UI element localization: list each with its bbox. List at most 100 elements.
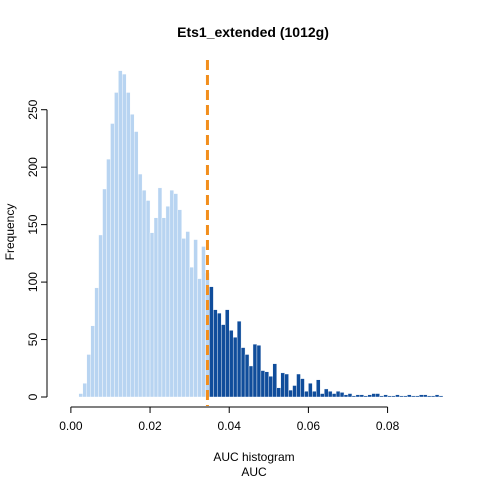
histogram-bar <box>225 309 230 398</box>
histogram-bar <box>201 246 206 398</box>
histogram-bar <box>98 234 103 398</box>
histogram-bar <box>157 187 163 398</box>
histogram-bar <box>145 200 151 398</box>
y-axis: 0 50 100 150 200 250 <box>26 99 48 400</box>
histogram-bar <box>82 383 87 398</box>
histogram-bar <box>189 266 194 398</box>
histogram-bar <box>213 309 218 398</box>
histogram-bar <box>371 393 376 398</box>
x-tick-label: 0.08 <box>376 419 400 433</box>
histogram-bar <box>102 188 107 398</box>
histogram-bar <box>106 158 111 398</box>
histogram-bar <box>391 395 396 398</box>
histogram-bar <box>264 371 270 398</box>
histogram-bar <box>331 393 337 398</box>
histogram-bar <box>248 365 254 398</box>
histogram-bar <box>244 354 250 398</box>
histogram-bar <box>252 343 258 398</box>
histogram-bar <box>304 391 309 398</box>
histogram-bar <box>426 395 432 398</box>
histogram-bar <box>359 394 365 398</box>
y-tick-label: 200 <box>26 157 40 177</box>
histogram-bar <box>256 345 262 398</box>
histogram-bar <box>134 131 139 398</box>
histogram-bar <box>165 206 171 398</box>
histogram-bar <box>292 385 297 398</box>
histogram-bar <box>161 217 167 398</box>
histogram-bar <box>308 383 313 398</box>
histogram-bar <box>280 372 285 398</box>
histogram-bar <box>327 391 333 398</box>
histogram-bar <box>335 391 341 398</box>
histogram-bar <box>347 393 353 398</box>
histogram-bar <box>110 123 115 398</box>
histogram-bar <box>276 387 281 398</box>
histogram-bar <box>363 395 368 398</box>
histogram-bar <box>185 231 190 398</box>
x-tick-label: 0.00 <box>59 419 83 433</box>
x-axis: 0.00 0.02 0.04 0.06 0.08 <box>59 406 400 433</box>
histogram-bar <box>232 337 238 398</box>
histogram-bar <box>209 286 214 398</box>
x-tick-label: 0.04 <box>218 419 242 433</box>
histogram-bars <box>78 70 444 398</box>
y-tick-label: 0 <box>26 393 40 400</box>
histogram-bar <box>272 363 277 398</box>
histogram-bar <box>126 92 131 398</box>
histogram-bar <box>173 193 178 398</box>
histogram-bar <box>320 393 325 398</box>
histogram-bar <box>141 189 147 398</box>
histogram-bar <box>197 278 202 398</box>
histogram-bar <box>367 394 372 398</box>
histogram-bar <box>355 394 361 398</box>
histogram-bar <box>78 393 83 398</box>
histogram-bar <box>153 217 159 398</box>
histogram-bar <box>284 373 289 398</box>
histogram-bar <box>438 395 444 398</box>
histogram-bar <box>118 70 123 398</box>
histogram-bar <box>324 388 329 398</box>
histogram-bar <box>288 389 293 398</box>
x-tick-label: 0.02 <box>138 419 162 433</box>
histogram-bar <box>229 330 234 398</box>
histogram-bar <box>94 287 99 398</box>
y-axis-label: Frequency <box>3 204 17 261</box>
histogram-bar <box>90 325 95 398</box>
histogram-bar <box>193 239 198 398</box>
histogram-bar <box>236 320 242 398</box>
histogram-bar <box>130 114 135 398</box>
histogram-bar <box>169 189 175 398</box>
histogram-bar <box>434 394 440 398</box>
histogram-bar <box>387 395 392 398</box>
histogram-bar <box>300 378 305 398</box>
histogram-bar <box>316 379 321 398</box>
histogram-bar <box>86 354 91 398</box>
histogram-bar <box>423 394 428 398</box>
x-axis-label: AUC histogram <box>213 450 294 464</box>
histogram-bar <box>407 394 412 398</box>
y-tick-label: 50 <box>26 333 40 347</box>
histogram-bar <box>411 395 416 398</box>
histogram-bar <box>240 347 246 398</box>
histogram-bar <box>181 238 186 398</box>
histogram-bar <box>419 394 424 398</box>
histogram-bar <box>415 395 420 398</box>
histogram-bar <box>383 394 388 398</box>
histogram-bar <box>351 395 357 398</box>
histogram-bar <box>379 395 384 398</box>
histogram-bar <box>122 73 127 398</box>
histogram-bar <box>260 370 266 398</box>
histogram-bar <box>296 373 301 398</box>
histogram-bar <box>149 232 155 398</box>
histogram-bar <box>343 394 349 398</box>
histogram-bar <box>312 391 317 398</box>
x-axis-sublabel: AUC <box>241 465 267 479</box>
histogram-bar <box>430 395 436 398</box>
histogram-bar <box>375 393 380 398</box>
histogram-bar <box>339 392 345 398</box>
histogram-bar <box>268 376 273 398</box>
histogram-bar <box>217 312 222 398</box>
y-tick-label: 150 <box>26 214 40 234</box>
chart-title: Ets1_extended (1012g) <box>177 24 329 40</box>
